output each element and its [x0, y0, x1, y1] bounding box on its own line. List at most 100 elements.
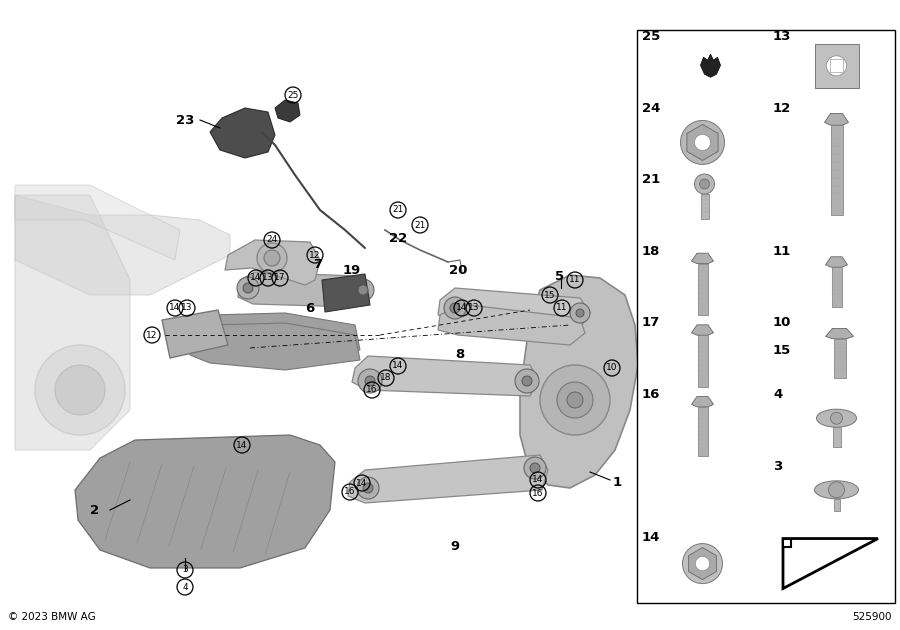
Polygon shape — [700, 54, 721, 77]
Bar — [833, 499, 840, 511]
Text: 11: 11 — [773, 245, 791, 258]
Bar — [833, 339, 845, 378]
Circle shape — [695, 174, 715, 194]
Text: 19: 19 — [343, 263, 361, 277]
Text: 24: 24 — [266, 236, 277, 244]
Text: 14: 14 — [356, 479, 368, 488]
Polygon shape — [352, 356, 538, 396]
Circle shape — [363, 483, 373, 493]
Polygon shape — [210, 108, 275, 158]
Polygon shape — [438, 304, 585, 345]
Text: 11: 11 — [569, 275, 580, 285]
Circle shape — [530, 463, 540, 473]
Circle shape — [352, 279, 374, 301]
Bar — [814, 44, 859, 88]
Polygon shape — [348, 455, 548, 503]
Text: 13: 13 — [773, 30, 791, 43]
Text: 14: 14 — [392, 362, 404, 370]
Text: 18: 18 — [642, 245, 661, 258]
Text: 2: 2 — [90, 503, 100, 517]
Text: 14: 14 — [642, 531, 661, 544]
Text: 13: 13 — [181, 304, 193, 312]
Polygon shape — [825, 328, 853, 339]
Circle shape — [540, 365, 610, 435]
Text: 20: 20 — [449, 263, 467, 277]
Circle shape — [522, 376, 532, 386]
Text: 13: 13 — [262, 273, 274, 282]
Circle shape — [243, 283, 253, 293]
Ellipse shape — [816, 410, 857, 427]
Text: 525900: 525900 — [852, 612, 892, 622]
Polygon shape — [824, 113, 849, 125]
Text: 10: 10 — [607, 364, 617, 372]
Polygon shape — [275, 100, 300, 122]
Text: 14: 14 — [532, 476, 544, 484]
Text: © 2023 BMW AG: © 2023 BMW AG — [8, 612, 95, 622]
Polygon shape — [691, 325, 714, 335]
Text: 16: 16 — [344, 488, 356, 496]
Text: 24: 24 — [642, 101, 661, 115]
Bar — [698, 407, 707, 455]
Polygon shape — [190, 313, 360, 360]
Polygon shape — [825, 257, 848, 267]
Circle shape — [365, 376, 375, 386]
Circle shape — [576, 309, 584, 317]
Circle shape — [831, 412, 842, 424]
Circle shape — [444, 297, 466, 319]
Circle shape — [682, 544, 723, 583]
Text: 17: 17 — [642, 316, 661, 329]
Circle shape — [680, 120, 724, 164]
Circle shape — [257, 243, 287, 273]
Bar — [832, 267, 842, 307]
Polygon shape — [322, 274, 370, 312]
Bar — [832, 427, 841, 447]
Polygon shape — [238, 272, 368, 307]
Text: 9: 9 — [450, 541, 460, 554]
Bar — [637, 30, 895, 603]
Text: 15: 15 — [544, 290, 556, 299]
Circle shape — [35, 345, 125, 435]
Polygon shape — [225, 240, 320, 285]
Circle shape — [264, 250, 280, 266]
Bar — [830, 59, 843, 72]
Text: 14: 14 — [250, 273, 262, 282]
Text: 12: 12 — [310, 251, 320, 260]
Polygon shape — [162, 310, 228, 358]
Bar — [831, 125, 842, 215]
Text: 1: 1 — [612, 476, 622, 488]
Bar — [698, 263, 707, 315]
Polygon shape — [783, 539, 791, 547]
Circle shape — [696, 556, 710, 571]
Bar — [698, 335, 707, 387]
Text: 25: 25 — [642, 30, 661, 43]
Polygon shape — [688, 547, 716, 580]
Text: 18: 18 — [380, 374, 392, 382]
Text: 7: 7 — [313, 258, 322, 272]
Text: 8: 8 — [455, 348, 464, 362]
Text: 3: 3 — [773, 460, 782, 472]
Polygon shape — [687, 125, 718, 161]
Polygon shape — [75, 435, 335, 568]
Polygon shape — [15, 195, 130, 450]
Circle shape — [55, 365, 105, 415]
Circle shape — [515, 369, 539, 393]
Ellipse shape — [814, 481, 859, 499]
Circle shape — [570, 303, 590, 323]
Text: 4: 4 — [773, 388, 782, 401]
Circle shape — [826, 56, 847, 76]
Text: 11: 11 — [556, 304, 568, 312]
Text: 22: 22 — [389, 231, 407, 244]
Text: 23: 23 — [176, 113, 194, 127]
Text: 15: 15 — [773, 345, 791, 357]
Polygon shape — [438, 288, 590, 328]
Polygon shape — [691, 396, 714, 407]
Text: 16: 16 — [366, 386, 378, 394]
Text: 12: 12 — [147, 331, 158, 340]
Text: 17: 17 — [274, 273, 286, 282]
Text: 4: 4 — [182, 583, 188, 592]
Polygon shape — [15, 195, 230, 295]
Text: 16: 16 — [532, 488, 544, 498]
Text: 13: 13 — [468, 304, 480, 312]
Circle shape — [567, 392, 583, 408]
Text: 21: 21 — [392, 205, 404, 214]
